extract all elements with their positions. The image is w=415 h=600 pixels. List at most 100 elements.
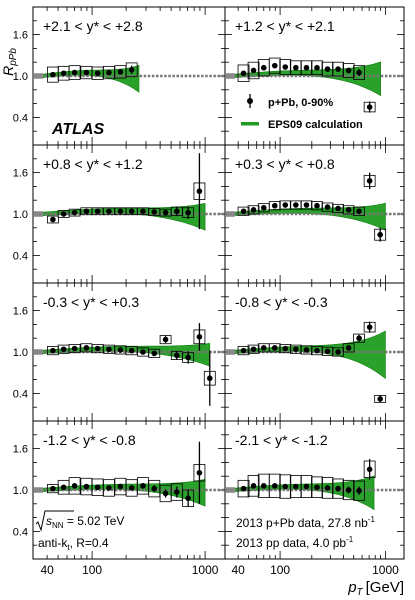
y-tick-label: 0.4 [13,112,28,124]
point-marker [324,204,331,210]
point-marker [128,208,135,215]
point-marker [60,484,67,491]
point-marker [282,64,289,70]
normalization-box [226,487,235,493]
x-tick-label: 40 [40,563,54,577]
point-marker [335,349,341,355]
systematic-box [353,65,365,80]
point-marker [260,204,267,211]
panel-5 [33,323,225,406]
point-marker [140,349,146,355]
point-marker [271,483,278,489]
data-point [47,215,59,224]
systematic-box [342,205,355,215]
point-marker [303,202,310,208]
point-marker [174,489,180,495]
data-point [148,348,161,358]
point-marker [366,466,373,473]
point-marker [106,208,112,215]
svg-text:sNN = 5.02 TeV: sNN = 5.02 TeV [46,514,124,530]
data-point [342,343,355,353]
point-marker [303,347,310,353]
point-marker [71,69,78,76]
energy-annotation: sNN = 5.02 TeV [35,510,124,532]
data-point [247,205,260,215]
y-tick-label: 0.4 [13,526,28,538]
data-point [268,343,281,353]
data-point [279,59,292,76]
eps09-band [233,475,375,511]
data-point [193,441,206,504]
point-marker [117,208,124,215]
data-point [321,346,334,356]
point-marker [345,67,352,74]
data-point [342,63,355,78]
point-marker [151,209,158,215]
systematic-box [268,473,281,498]
point-marker [94,208,101,215]
panel-label: -0.3 < y* < +0.3 [43,294,139,310]
point-marker [83,483,90,490]
systematic-box [311,201,323,211]
normalization-box [34,349,43,355]
systematic-box [321,61,334,77]
data-point [182,351,195,364]
data-point [353,206,365,216]
normalization-box [34,487,43,493]
data-point [68,477,81,495]
point-marker [282,345,289,352]
eps09-band [41,478,206,507]
point-marker [282,483,289,490]
data-point [268,57,281,74]
point-marker [106,346,112,353]
systematic-box [332,478,344,499]
data-point [247,475,260,497]
data-point [374,227,387,242]
panel-label: -0.8 < y* < -0.3 [235,294,328,310]
systematic-box [68,65,81,80]
systematic-box [148,348,161,358]
panel-label: +2.1 < y* < +2.8 [43,18,143,34]
point-marker [356,69,362,76]
point-marker [240,70,247,77]
systematic-box [321,346,334,356]
systematic-box [300,200,313,210]
point-marker [240,347,247,354]
point-marker [174,352,180,359]
data-point [159,335,172,345]
data-point [311,476,323,498]
y-tick-label: 0.4 [13,388,28,400]
systematic-box [342,63,355,78]
point-marker [324,485,331,491]
point-marker [250,67,257,74]
panel-label: +1.2 < y* < +2.1 [235,18,335,34]
point-marker [50,71,56,78]
point-marker [94,484,101,491]
x-tick-label: 100 [270,563,290,577]
y-tick-label: 1.6 [13,168,28,180]
systematic-box [353,480,365,501]
point-marker [345,487,352,493]
data-point [342,479,355,501]
data-point [332,203,344,214]
point-marker [117,347,124,353]
data-point [353,65,365,80]
y-tick-label: 1.6 [13,30,28,42]
data-point [363,458,376,480]
data-point [311,201,323,211]
point-marker [260,64,267,71]
x-tick-label: 1000 [372,563,399,577]
data-point [247,61,260,80]
systematic-box [268,57,281,74]
point-marker [196,469,203,476]
data-point [300,475,313,498]
data-point [237,346,250,356]
systematic-box [237,206,250,216]
systematic-box [247,205,260,215]
point-marker [366,178,373,184]
point-marker [303,483,310,490]
point-marker [293,64,299,71]
systematic-box [342,479,355,501]
data-point [311,60,323,76]
